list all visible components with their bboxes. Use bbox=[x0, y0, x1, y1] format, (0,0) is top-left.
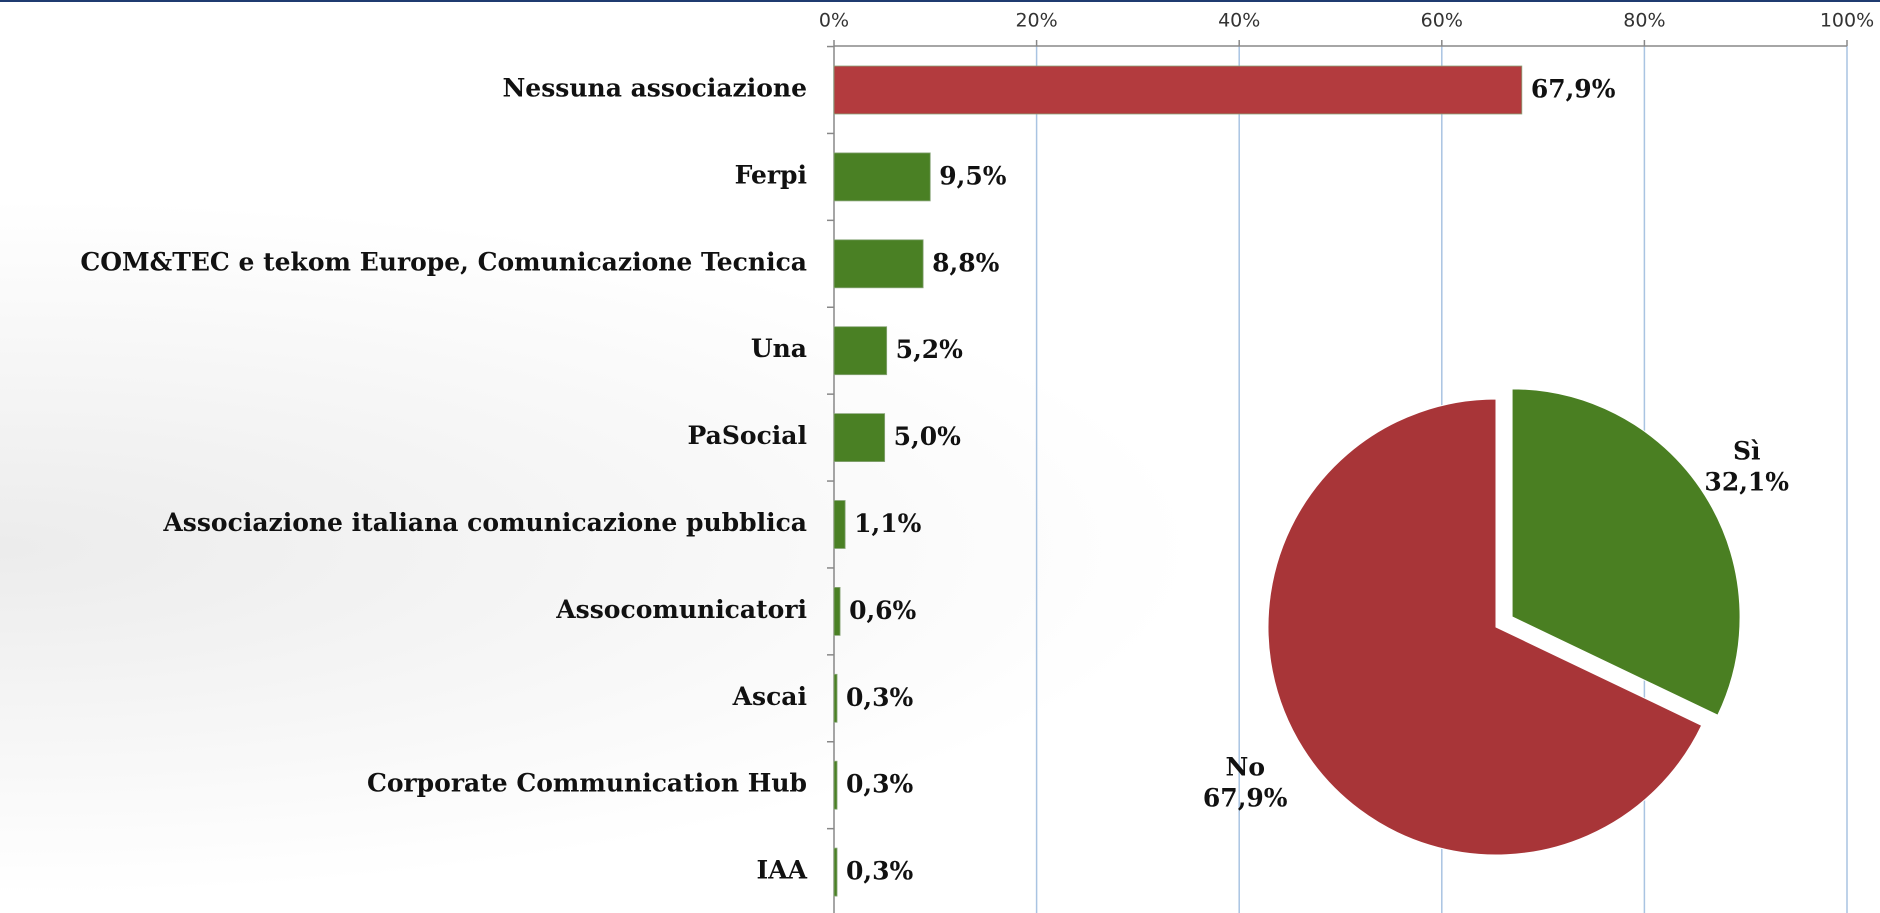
x-tick-label: 0% bbox=[819, 10, 849, 32]
category-label: PaSocial bbox=[688, 421, 807, 450]
slice-label: 32,1% bbox=[1704, 467, 1789, 496]
category-label: Nessuna associazione bbox=[502, 74, 807, 103]
bar bbox=[833, 65, 1523, 115]
category-label: Ascai bbox=[732, 682, 807, 711]
slice-name: No bbox=[1225, 753, 1265, 782]
bar bbox=[833, 500, 846, 549]
value-label: 9,5% bbox=[939, 161, 1006, 190]
category-label: IAA bbox=[757, 856, 808, 885]
bar bbox=[833, 152, 931, 202]
category-label: Una bbox=[751, 334, 807, 363]
category-label: Associazione italiana comunicazione pubb… bbox=[162, 508, 807, 537]
value-label: 5,0% bbox=[894, 422, 961, 451]
bar bbox=[833, 673, 838, 723]
value-label: 0,3% bbox=[846, 683, 913, 712]
value-label: 0,3% bbox=[846, 857, 913, 886]
value-label: 67,9% bbox=[1531, 75, 1616, 104]
pie-slice bbox=[1511, 388, 1741, 716]
bar bbox=[833, 413, 886, 463]
bar bbox=[833, 847, 838, 897]
x-tick-label: 60% bbox=[1421, 10, 1463, 32]
category-label: Assocomunicatori bbox=[555, 595, 807, 624]
category-label: Ferpi bbox=[735, 160, 807, 189]
top-border bbox=[0, 0, 1880, 2]
category-label: Corporate Communication Hub bbox=[367, 769, 807, 798]
value-label: 0,3% bbox=[846, 770, 913, 799]
value-label: 1,1% bbox=[854, 509, 921, 538]
slice-name: Sì bbox=[1733, 436, 1761, 465]
value-label: 8,8% bbox=[932, 248, 999, 277]
slice-label: 67,9% bbox=[1203, 784, 1288, 813]
x-tick-label: 20% bbox=[1015, 10, 1057, 32]
value-label: 5,2% bbox=[896, 335, 963, 364]
bar bbox=[833, 239, 924, 289]
bar bbox=[833, 587, 841, 636]
x-tick-label: 100% bbox=[1820, 10, 1874, 32]
pie-slice bbox=[1267, 398, 1703, 856]
x-tick-label: 40% bbox=[1218, 10, 1260, 32]
bar bbox=[833, 326, 888, 376]
bar bbox=[833, 760, 838, 810]
x-tick-label: 80% bbox=[1623, 10, 1665, 32]
value-label: 0,6% bbox=[849, 596, 916, 625]
category-label: COM&TEC e tekom Europe, Comunicazione Te… bbox=[80, 247, 807, 276]
